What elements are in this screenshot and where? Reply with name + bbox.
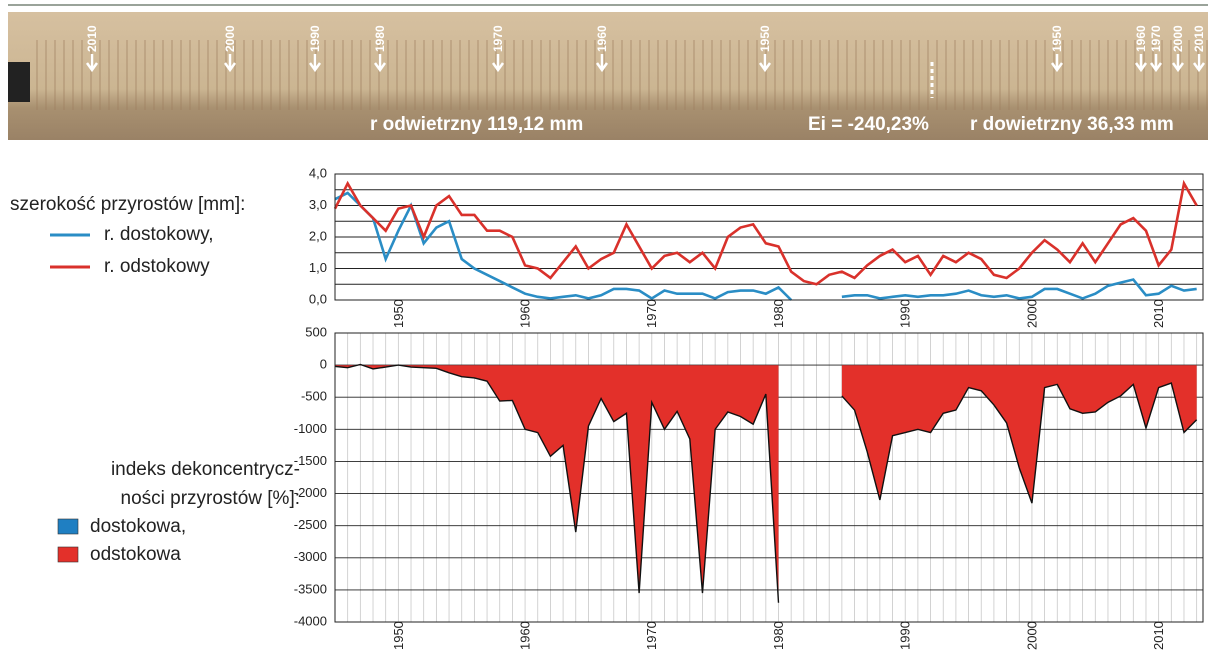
y-tick-label: -2000 [294,485,327,500]
core-photo: r odwietrzny 119,12 mm Ei = -240,23% r d… [8,12,1208,140]
x-tick-label: 2010 [1151,621,1166,650]
y-tick-label: -3000 [294,549,327,564]
x-tick-label: 1950 [391,621,406,650]
core-arrow [758,54,772,73]
y-tick-label: 500 [305,324,327,339]
x-tick-label: 1960 [518,621,533,650]
core-year: 1970 [491,25,505,52]
legend-label: dostokowa, [90,516,186,537]
core-year: 1950 [1050,25,1064,52]
core-arrow [373,54,387,73]
legend-title: ności przyrostów [%]: [121,488,301,509]
core-arrow [1171,54,1185,73]
y-tick-label: 4,0 [309,165,327,180]
core-rings [30,40,1208,110]
core-year: 1990 [308,25,322,52]
y-tick-label: 0,0 [309,291,327,306]
core-year: 1970 [1149,25,1163,52]
core-year: 2000 [1171,25,1185,52]
core-arrow [223,54,237,73]
y-tick-label: 2,0 [309,228,327,243]
core-arrow [595,54,609,73]
x-tick-label: 1970 [644,621,659,650]
y-tick-label: -3500 [294,581,327,596]
x-tick-label: 1950 [391,299,406,328]
core-year: 2010 [85,25,99,52]
plot-frame [334,332,1204,623]
eccentricity: Ei = -240,23% [808,114,929,135]
y-tick-label: 1,0 [309,260,327,275]
core-year: 2010 [1192,25,1206,52]
x-tick-label: 2000 [1024,621,1039,650]
x-tick-label: 1980 [771,621,786,650]
legend-label: odstokowa [90,544,181,565]
legend-title: szerokość przyrostów [mm]: [10,194,245,215]
y-tick-label: -500 [301,389,327,404]
plot-frame [334,173,1204,301]
area-outline [334,363,1198,603]
core-year: 1980 [373,25,387,52]
x-tick-label: 1990 [898,621,913,650]
core-year: 2000 [223,25,237,52]
core-arrow [85,54,99,73]
y-tick-label: -1000 [294,421,327,436]
core-arrow [1134,54,1148,73]
legend-label: r. odstokowy [104,256,210,277]
x-tick-label: 1960 [518,299,533,328]
legend-swatch [57,518,79,535]
x-tick-label: 1990 [898,299,913,328]
core-arrow [308,54,322,73]
x-tick-label: 2000 [1024,299,1039,328]
legend-swatch [57,546,79,563]
x-tick-label: 1970 [644,299,659,328]
core-year: 1960 [595,25,609,52]
radius-right: r dowietrzny 36,33 mm [970,114,1174,135]
radius-left: r odwietrzny 119,12 mm [370,114,583,135]
data-area [335,365,1197,603]
y-tick-label: -2500 [294,517,327,532]
y-tick-label: -1500 [294,453,327,468]
x-tick-label: 2010 [1151,299,1166,328]
data-line [333,179,1198,286]
legend-label: r. dostokowy, [104,224,213,245]
core-arrow [1192,54,1206,73]
core-arrow [491,54,505,73]
core-arrow [1149,54,1163,73]
y-tick-label: 0 [320,357,327,372]
y-tick-label: -4000 [294,613,327,628]
y-tick-label: 3,0 [309,197,327,212]
legend-title: indeks dekoncentrycz- [111,459,300,480]
x-tick-label: 1980 [771,299,786,328]
core-bark [8,62,30,102]
core-arrow [1050,54,1064,73]
core-year: 1950 [758,25,772,52]
core-year: 1960 [1134,25,1148,52]
